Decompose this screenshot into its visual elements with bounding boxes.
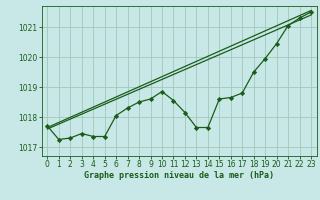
X-axis label: Graphe pression niveau de la mer (hPa): Graphe pression niveau de la mer (hPa)	[84, 171, 274, 180]
